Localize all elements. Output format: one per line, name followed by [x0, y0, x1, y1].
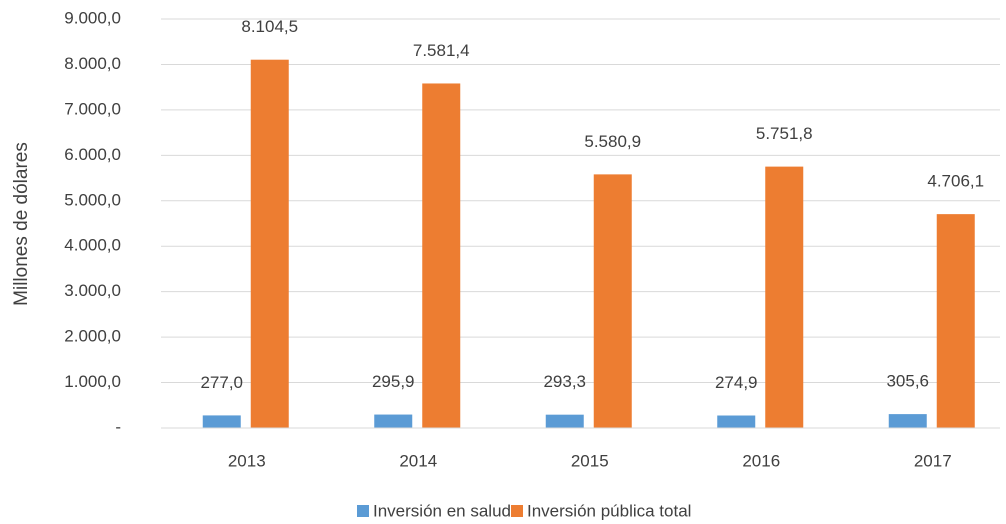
- y-tick-label: -: [115, 417, 121, 436]
- y-tick-label: 7.000,0: [64, 99, 121, 118]
- bar: [593, 174, 632, 428]
- y-tick-label: 2.000,0: [64, 327, 121, 346]
- data-label: 305,6: [886, 372, 929, 391]
- y-tick-label: 4.000,0: [64, 236, 121, 255]
- data-label: 274,9: [715, 373, 758, 392]
- bar: [936, 214, 975, 428]
- data-label: 8.104,5: [241, 17, 298, 36]
- data-label: 7.581,4: [413, 41, 470, 60]
- legend-swatch: [357, 505, 369, 517]
- y-tick-label: 9.000,0: [64, 8, 121, 27]
- bar: [545, 414, 584, 428]
- data-label: 277,0: [200, 373, 243, 392]
- data-label: 4.706,1: [927, 172, 984, 191]
- data-label: 5.751,8: [756, 124, 813, 143]
- x-tick-label: 2014: [399, 451, 437, 470]
- legend-swatch: [511, 505, 523, 517]
- y-tick-label: 1.000,0: [64, 372, 121, 391]
- y-tick-label: 3.000,0: [64, 281, 121, 300]
- x-tick-label: 2017: [914, 451, 952, 470]
- data-label: 293,3: [543, 372, 586, 391]
- legend-label: Inversión en salud: [373, 501, 511, 520]
- y-axis-title: Millones de dólares: [11, 142, 32, 306]
- bar: [888, 414, 927, 428]
- bar: [422, 83, 461, 428]
- legend-label: Inversión pública total: [527, 501, 691, 520]
- bar: [374, 414, 413, 428]
- x-tick-label: 2016: [742, 451, 780, 470]
- data-label: 5.580,9: [584, 132, 641, 151]
- y-tick-label: 8.000,0: [64, 54, 121, 73]
- data-label: 295,9: [372, 372, 415, 391]
- y-tick-label: 5.000,0: [64, 190, 121, 209]
- y-tick-label: 6.000,0: [64, 145, 121, 164]
- bar: [765, 166, 804, 428]
- x-tick-label: 2013: [228, 451, 266, 470]
- x-tick-label: 2015: [571, 451, 609, 470]
- bar: [250, 59, 289, 429]
- bar: [717, 415, 756, 428]
- bar: [202, 415, 241, 428]
